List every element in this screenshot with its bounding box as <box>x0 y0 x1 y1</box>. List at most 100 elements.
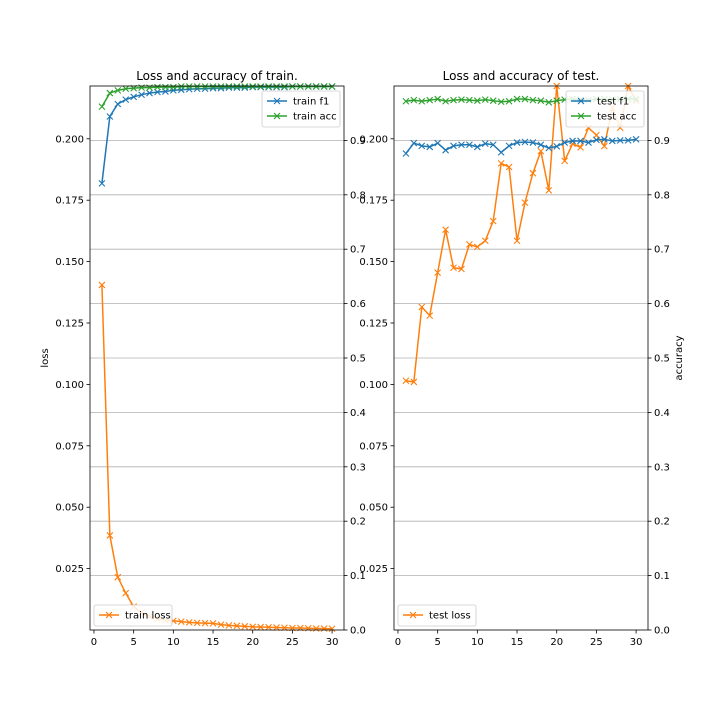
data-point <box>608 137 616 145</box>
data-point <box>122 589 130 597</box>
data-point <box>201 619 209 627</box>
data-point <box>434 139 442 147</box>
grid-lines <box>394 139 648 576</box>
data-point <box>450 264 457 272</box>
right-tick-label: 0.4 <box>654 408 670 419</box>
data-point <box>497 159 505 167</box>
data-point <box>106 89 114 97</box>
right-tick-label: 0.3 <box>350 462 366 473</box>
x-tick-label: 15 <box>511 637 524 648</box>
legend-label: test f1 <box>597 97 629 108</box>
x-tick-label: 15 <box>207 637 220 648</box>
data-point <box>410 139 418 147</box>
right-tick-label: 0.8 <box>350 190 366 201</box>
data-point <box>616 137 624 144</box>
data-point <box>410 96 418 104</box>
data-point <box>185 83 193 90</box>
right-tick-label: 0.7 <box>350 245 366 256</box>
right-tick-label: 0.2 <box>350 517 366 528</box>
legend-marker <box>577 112 585 120</box>
data-point <box>513 95 521 103</box>
data-point <box>265 623 272 631</box>
right-tick-label: 0.5 <box>350 354 366 365</box>
data-point <box>201 83 209 90</box>
panel-test: Loss and accuracy of test. accuracy 0 5 10… <box>359 69 685 648</box>
data-point <box>281 83 288 90</box>
data-point <box>154 83 161 91</box>
left-tick-label: 0.125 <box>359 319 388 330</box>
data-point <box>505 163 513 171</box>
right-tick-label: 0.5 <box>654 354 670 365</box>
legend-lower: train loss <box>93 604 173 627</box>
left-tick-label: 0.175 <box>55 196 84 207</box>
data-point <box>593 136 600 144</box>
data-point <box>489 97 497 105</box>
legend-lower: test loss <box>397 604 477 627</box>
x-tick-label: 25 <box>286 637 299 648</box>
legend-label: train acc <box>293 112 337 123</box>
data-point <box>561 139 569 146</box>
legend-box <box>565 90 645 128</box>
right-tick-label: 0.6 <box>350 299 366 310</box>
data-point <box>481 237 489 245</box>
data-point <box>458 96 465 103</box>
data-point <box>537 147 545 155</box>
data-point <box>489 141 497 149</box>
right-tick-label: 0.1 <box>350 571 366 582</box>
x-tick-label: 30 <box>630 637 643 648</box>
data-point <box>217 621 225 628</box>
data-point <box>521 199 529 207</box>
x-tick-label: 0 <box>395 637 401 648</box>
left-tick-label: 0.150 <box>55 257 84 268</box>
data-point <box>553 142 561 150</box>
data-point <box>225 83 233 90</box>
data-point <box>426 96 434 104</box>
data-point <box>273 83 280 90</box>
legend-marker <box>273 112 281 120</box>
data-point <box>169 83 177 91</box>
data-point <box>114 86 122 94</box>
data-point <box>114 100 122 108</box>
data-point <box>624 137 632 144</box>
data-point <box>434 269 442 277</box>
right-tick-label: 0.4 <box>350 408 366 419</box>
data-point <box>489 217 497 225</box>
x-tick-label: 5 <box>434 637 440 648</box>
data-point <box>450 142 457 150</box>
data-point <box>458 265 465 273</box>
data-point <box>146 89 153 97</box>
data-point <box>233 83 241 90</box>
data-point <box>545 98 553 106</box>
x-tick-label: 0 <box>91 637 97 648</box>
data-point <box>122 96 130 103</box>
data-point <box>320 625 328 632</box>
right-tick-label: 0.0 <box>350 626 366 637</box>
data-point <box>304 83 312 90</box>
data-point <box>529 96 537 104</box>
data-point <box>162 83 169 91</box>
data-point <box>497 148 505 156</box>
series-test-f1 <box>402 135 640 157</box>
legend-label: test loss <box>429 611 471 622</box>
x-tick-label: 20 <box>550 637 563 648</box>
data-point <box>249 623 257 631</box>
data-point <box>130 93 138 101</box>
x-tick-label: 10 <box>167 637 180 648</box>
data-point <box>138 91 145 99</box>
data-point <box>442 226 449 234</box>
right-tick-label: 0.1 <box>654 571 670 582</box>
data-point <box>209 83 217 90</box>
data-point <box>577 144 584 151</box>
legend-marker <box>273 97 281 105</box>
data-point <box>600 135 608 143</box>
data-point <box>426 312 434 320</box>
x-tick-label: 25 <box>590 637 603 648</box>
legend-box <box>397 604 477 627</box>
data-point <box>98 179 106 187</box>
series-train-acc <box>98 83 336 111</box>
data-point <box>296 83 304 90</box>
data-point <box>257 623 265 631</box>
data-point <box>473 243 481 251</box>
left-tick-label: 0.175 <box>359 196 388 207</box>
